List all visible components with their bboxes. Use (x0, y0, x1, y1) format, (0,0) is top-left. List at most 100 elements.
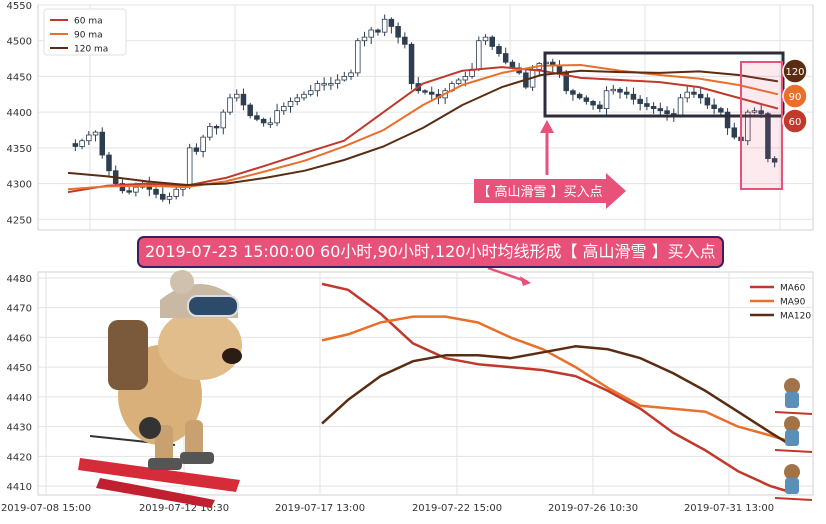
candle-body (583, 97, 590, 102)
candle-body (731, 127, 738, 138)
bottom-xtick-label: 2019-07-26 10:30 (548, 503, 638, 514)
monkey-body (785, 478, 799, 494)
top-ytick-label: 4400 (7, 108, 32, 119)
monkey-skier-icon (774, 416, 813, 453)
bottom-xtick-label: 2019-07-17 13:00 (275, 503, 365, 514)
candle-body (287, 101, 294, 107)
bottom-ytick-label: 4430 (7, 423, 32, 434)
candle-body (603, 90, 610, 109)
ski-left (78, 458, 240, 492)
monkey-head (784, 378, 800, 394)
candle-body (220, 111, 227, 129)
candle-body (597, 104, 603, 109)
candle-body (691, 91, 697, 95)
candle-body (79, 140, 85, 147)
candle-body (348, 72, 354, 77)
monkey-body (785, 430, 799, 446)
top-ytick-label: 4550 (7, 1, 32, 12)
axis-labels: 4550 4500 4450 4400 4350 4300 4250 4480 4470 4460… (1, 1, 774, 514)
bottom-xtick-label: 2019-07-08 15:00 (1, 503, 91, 514)
candle-body (106, 154, 112, 172)
candle-body (368, 29, 374, 38)
ma-badge-label: 120 (785, 67, 804, 78)
candle-body (301, 93, 307, 99)
top-ytick-label: 4500 (7, 37, 32, 48)
candle-body (341, 76, 348, 81)
ma-badge-label: 60 (789, 117, 802, 128)
bottom-ytick-label: 4420 (7, 452, 32, 463)
candle-body (153, 188, 159, 195)
beanie-pompom (170, 270, 194, 294)
candle-body (321, 83, 327, 86)
top-ma-line-120ma (67, 69, 779, 186)
candle-body (133, 186, 139, 193)
monkey-ski (774, 449, 813, 453)
dog-head (158, 310, 242, 380)
candle-body (630, 93, 637, 100)
top-legend-label: 120 ma (74, 45, 108, 55)
top-ma-lines (67, 64, 779, 194)
candle-body (72, 143, 79, 147)
candle-body (771, 158, 778, 163)
candle-body (260, 118, 267, 124)
candle-body (86, 134, 92, 142)
candle-body (556, 65, 563, 74)
candle-body (704, 97, 711, 106)
candle-body (697, 93, 704, 99)
bottom-ma-line-MA60 (321, 282, 791, 494)
dog-goggles (187, 295, 239, 317)
signal-overlays: 【 高山滑雪 】买入点 120 90 60 (474, 51, 808, 286)
ma-badge-label: 90 (789, 92, 802, 103)
bottom-xtick-label: 2019-07-12 10:30 (139, 503, 229, 514)
monkey-ski (774, 497, 813, 501)
candle-body (610, 88, 617, 92)
top-ma-line-90ma (67, 64, 779, 191)
candle-body (207, 126, 213, 138)
signal-arrow-label-bg (474, 173, 626, 209)
bottom-xtick-label: 2019-07-31 13:00 (684, 503, 774, 514)
bottom-ytick-label: 4460 (7, 333, 32, 344)
candle-body (227, 97, 233, 113)
candle-body (644, 103, 650, 107)
dog-leg-right (185, 420, 203, 460)
bottom-legend-label: MA60 (780, 284, 806, 294)
candle-body (623, 91, 630, 95)
candle-body (570, 90, 576, 95)
candle-body (355, 40, 361, 74)
bottom-ytick-label: 4470 (7, 304, 32, 315)
candle-body (408, 43, 415, 84)
candle-body (657, 108, 664, 112)
candle-body (92, 131, 99, 136)
candle-body (240, 93, 247, 106)
candle-body (718, 108, 724, 113)
candle-body (476, 40, 482, 70)
candle-body (684, 91, 690, 99)
dog-leg-left (155, 425, 173, 465)
monkey-ski (774, 411, 813, 415)
candle-body (233, 93, 240, 99)
candle-body (496, 46, 502, 54)
candle-body (314, 83, 321, 92)
candle-body (126, 190, 132, 193)
top-ytick-label: 4350 (7, 144, 32, 155)
dog-backpack (108, 320, 148, 390)
candlestick-layer (72, 14, 778, 204)
ma-badge-circle (782, 58, 808, 84)
candle-body (193, 147, 200, 152)
candle-body (274, 110, 280, 124)
candle-body (637, 98, 643, 104)
top-ytick-label: 4250 (7, 215, 32, 226)
ma-badge-circle (782, 108, 808, 134)
candle-body (677, 97, 684, 117)
candle-body (428, 91, 435, 95)
candle-body (422, 90, 428, 93)
ski-boot-right (180, 452, 214, 464)
candle-body (402, 36, 408, 45)
bottom-ma-line-MA90 (321, 315, 791, 443)
candle-body (328, 83, 334, 86)
candle-body (758, 110, 764, 114)
bottom-ytick-label: 4450 (7, 363, 32, 374)
candle-body (489, 36, 495, 47)
candle-body (281, 106, 287, 112)
